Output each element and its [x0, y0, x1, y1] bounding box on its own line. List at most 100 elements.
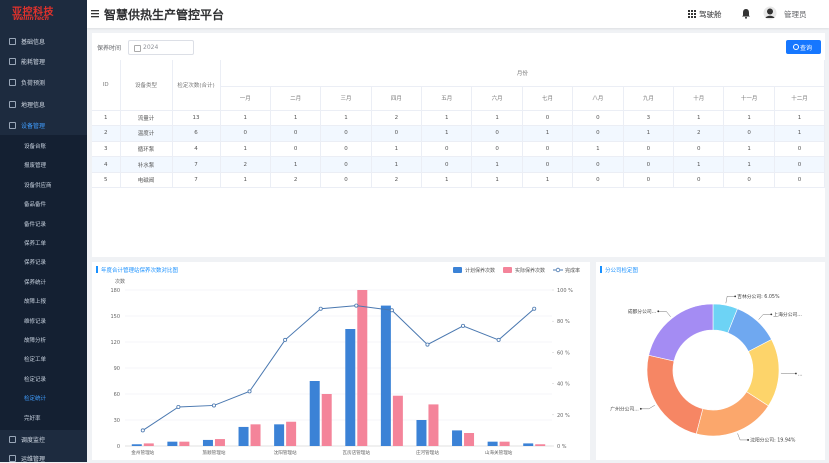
table-cell: 补水泵: [120, 157, 172, 173]
month-header: 十二月: [774, 86, 824, 110]
table-cell: 0: [321, 126, 371, 142]
x-tick-label: 山海关管理站: [485, 449, 513, 456]
header-cell: 月份: [220, 60, 825, 86]
leader-line: [658, 311, 670, 316]
slice-label: 沈阳分公司: 19.94%: [750, 437, 796, 444]
month-header: 七月: [522, 86, 572, 110]
table-cell: 2: [371, 172, 421, 188]
leader-dot: [657, 310, 659, 312]
legend-label: 完成率: [565, 267, 580, 274]
x-tick-label: 金州管理站: [131, 449, 154, 456]
search-icon: [793, 44, 799, 50]
table-cell: 0: [422, 157, 472, 173]
y2-tick-label: 0 %: [557, 444, 567, 450]
rate-point: [461, 324, 464, 327]
leader-dot: [640, 408, 642, 410]
donut-slice: [649, 304, 713, 361]
table-cell: 1: [472, 172, 522, 188]
month-header: 二月: [270, 86, 320, 110]
x-tick-label: 沈阳管理站: [274, 449, 297, 456]
rate-point: [212, 404, 215, 407]
table-cell: 0: [472, 126, 522, 142]
month-header: 十一月: [724, 86, 774, 110]
bar: [239, 427, 249, 446]
rate-point: [533, 307, 536, 310]
table-cell: 0: [371, 126, 421, 142]
table-cell: 1: [623, 126, 673, 142]
table-cell: 0: [220, 126, 270, 142]
bar: [310, 381, 320, 446]
bar: [167, 442, 177, 446]
bar: [345, 329, 355, 446]
table-cell: 1: [522, 126, 572, 142]
table-cell: 1: [270, 110, 320, 126]
y-tick-label: 30: [114, 418, 120, 424]
bar: [488, 442, 498, 446]
table-cell: 0: [623, 141, 673, 157]
bar: [500, 442, 510, 446]
bar: [286, 422, 296, 446]
table-cell: 1: [422, 126, 472, 142]
table-cell: 2: [270, 172, 320, 188]
table-cell: 1: [220, 172, 270, 188]
table-cell: 0: [522, 141, 572, 157]
date-picker[interactable]: 2024: [128, 40, 194, 55]
y-tick-label: 120: [110, 340, 120, 346]
table-cell: 4: [172, 141, 220, 157]
header-cell: 设备类型: [120, 60, 172, 110]
y-tick-label: 60: [114, 392, 120, 398]
slice-label: ...: [798, 372, 803, 377]
table-cell: 1: [321, 110, 371, 126]
table-cell: 0: [270, 126, 320, 142]
rate-point: [355, 304, 358, 307]
legend-swatch: [556, 268, 560, 272]
rate-point: [426, 343, 429, 346]
rate-point: [177, 405, 180, 408]
table-cell: 1: [472, 157, 522, 173]
table-cell: 1: [774, 110, 824, 126]
table-cell: 1: [774, 126, 824, 142]
y2-tick-label: 20 %: [557, 413, 570, 419]
query-button[interactable]: 查询: [786, 40, 821, 54]
table-cell: 13: [172, 110, 220, 126]
month-header: 六月: [472, 86, 522, 110]
slice-label: 上海分公司...: [773, 311, 802, 318]
date-value: 2024: [143, 44, 158, 51]
bar: [274, 424, 284, 446]
x-tick-label: 瓦房店管理站: [343, 449, 371, 456]
leader-dot: [734, 295, 736, 297]
calendar-icon: [134, 45, 141, 52]
table-cell: 0: [321, 157, 371, 173]
table-cell: 1: [371, 141, 421, 157]
table-cell: 0: [724, 172, 774, 188]
rate-point: [248, 390, 251, 393]
table-cell: 0: [522, 157, 572, 173]
table-cell: 1: [220, 141, 270, 157]
table-cell: 0: [472, 141, 522, 157]
title-marker: [600, 266, 602, 273]
table-cell: 流量计: [120, 110, 172, 126]
month-header: 五月: [422, 86, 472, 110]
y2-tick-label: 100 %: [557, 288, 573, 294]
month-header: 一月: [220, 86, 270, 110]
bar: [535, 444, 545, 446]
bar: [523, 443, 533, 446]
table-cell: 0: [774, 172, 824, 188]
table-cell: 0: [522, 110, 572, 126]
table-cell: 1: [674, 110, 724, 126]
table-cell: 1: [573, 141, 623, 157]
table-cell: 1: [472, 110, 522, 126]
y2-tick-label: 40 %: [557, 382, 570, 388]
table-cell: 0: [422, 141, 472, 157]
slice-label: 成都分公司...: [628, 308, 657, 315]
table-cell: 0: [774, 157, 824, 173]
table-cell: 循环泵: [120, 141, 172, 157]
table-cell: 0: [270, 141, 320, 157]
y-tick-label: 180: [110, 288, 120, 294]
table-cell: 2: [371, 110, 421, 126]
bar: [428, 404, 438, 446]
table-cell: 1: [724, 141, 774, 157]
table-cell: 6: [172, 126, 220, 142]
